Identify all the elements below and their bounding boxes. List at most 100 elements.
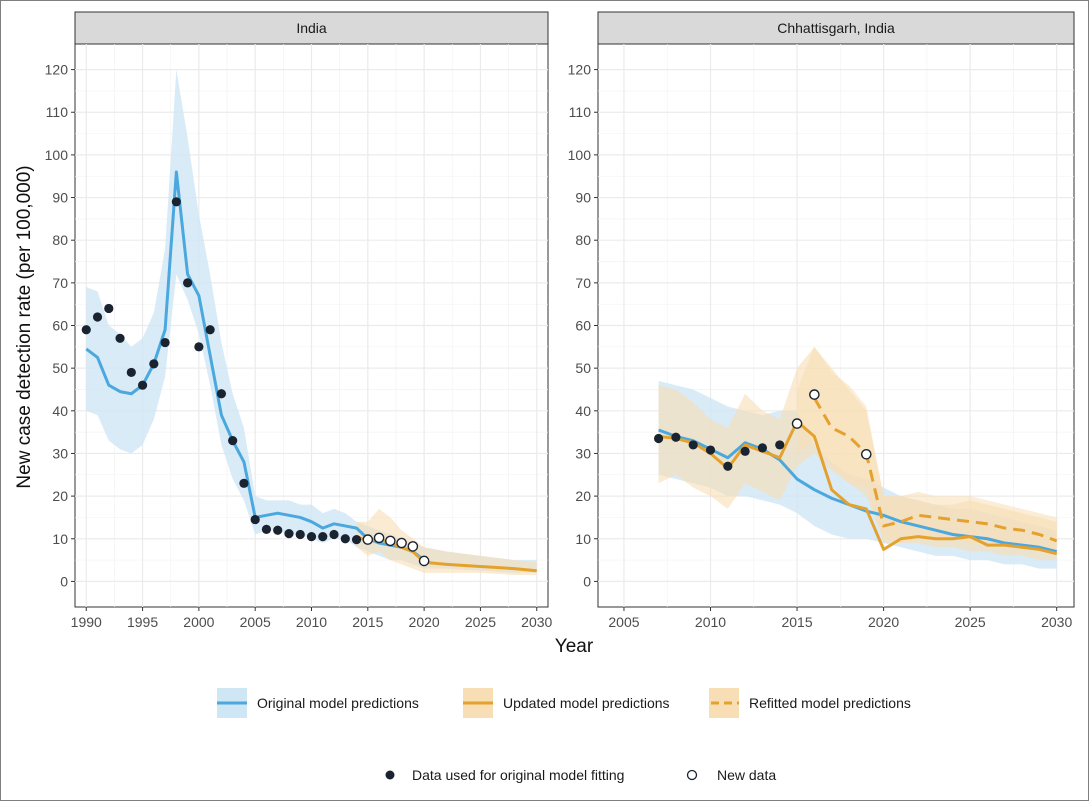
refitted-prediction-line: [813, 397, 1058, 543]
x-tick-label: 2010: [296, 614, 327, 630]
new-data-point: [407, 541, 419, 552]
new-data-point: [385, 535, 396, 547]
panel-title: Chhattisgarh, India: [777, 20, 895, 36]
y-tick-label: 40: [52, 403, 68, 419]
legend-fitted-point: [385, 770, 395, 780]
fitted-data-point: [194, 342, 204, 352]
new-data-point: [791, 418, 803, 429]
x-tick-label: 2020: [868, 614, 899, 630]
y-tick-label: 120: [568, 62, 592, 78]
fitted-data-point: [250, 514, 260, 525]
x-tick-label: 2025: [465, 614, 496, 630]
legend-refitted-label: Refitted model predictions: [749, 695, 911, 711]
fitted-data-point: [284, 529, 294, 539]
marks: [81, 69, 537, 576]
fitted-data-point: [92, 312, 103, 322]
y-tick-label: 0: [60, 573, 68, 589]
refitted-prediction-band: [797, 346, 1057, 556]
fitted-data-point: [351, 535, 362, 545]
y-tick-label: 110: [46, 104, 69, 120]
y-tick-label: 70: [575, 275, 591, 291]
panel-title: India: [296, 20, 327, 36]
legend-updated: Updated model predictions: [463, 688, 670, 718]
y-tick-label: 50: [575, 360, 591, 376]
panel-header: [74, 11, 549, 45]
y-axis-title: New case detection rate (per 100,000): [14, 165, 35, 488]
fitted-data-point: [228, 436, 238, 446]
y-tick-labels: 0 10 20 30 40 50 60 70 80 90 100 110 120: [568, 62, 598, 589]
fitted-data-point: [340, 534, 350, 544]
x-tick-labels: 2005 2010 2015 2020 2025 2030: [608, 607, 1072, 630]
legend-new-label: New data: [717, 767, 776, 783]
x-tick-label: 2010: [695, 614, 726, 630]
x-tick-label: 2000: [183, 614, 214, 630]
x-tick-label: 2005: [240, 614, 271, 630]
y-tick-label: 90: [52, 190, 68, 206]
fitted-data-point: [137, 380, 148, 390]
fitted-data-point: [688, 440, 698, 450]
fitted-data-point: [705, 445, 716, 455]
x-tick-label: 2015: [781, 614, 812, 630]
x-tick-label: 1990: [71, 614, 102, 630]
fitted-data-point: [115, 333, 125, 343]
y-tick-label: 110: [569, 104, 592, 120]
legend-original-label: Original model predictions: [257, 695, 419, 711]
x-tick-label: 1995: [127, 614, 158, 630]
fitted-data-point: [757, 443, 768, 453]
x-tick-label: 2025: [955, 614, 986, 630]
y-tick-label: 20: [52, 488, 68, 504]
y-tick-label: 90: [575, 190, 591, 206]
legend-original: Original model predictions: [217, 688, 419, 718]
fitted-data-point: [171, 197, 181, 207]
y-tick-label: 70: [52, 275, 68, 291]
marks: [653, 346, 1058, 569]
fitted-data-point: [653, 433, 664, 444]
legend-updated-label: Updated model predictions: [503, 695, 670, 711]
new-data-point: [418, 555, 430, 567]
y-tick-label: 60: [52, 318, 68, 334]
x-tick-label: 2030: [1041, 614, 1072, 630]
fitted-data-point: [104, 303, 114, 314]
x-tick-labels: 1990 1995 2000 2005 2010 2015 2020 2025 2030: [71, 607, 553, 630]
y-tick-label: 120: [45, 62, 69, 78]
fitted-data-point: [239, 478, 249, 488]
panel-header: [597, 11, 1075, 45]
new-data-point: [809, 389, 820, 400]
fitted-data-point: [775, 440, 785, 450]
fitted-data-point: [740, 446, 750, 456]
y-tick-label: 10: [52, 531, 68, 547]
x-tick-label: 2015: [352, 614, 383, 630]
legend-refitted: Refitted model predictions: [709, 688, 911, 718]
panel-chhattisgarh: Chhattisgarh, India 01020304050607080901…: [568, 11, 1075, 630]
fitted-data-point: [295, 529, 305, 540]
fitted-data-point: [306, 532, 317, 542]
fitted-data-point: [81, 325, 91, 335]
updated-prediction-band: [356, 508, 537, 576]
y-tick-label: 30: [52, 445, 68, 461]
y-tick-label: 80: [575, 232, 591, 248]
y-tick-label: 30: [575, 445, 591, 461]
fitted-data-point: [723, 461, 733, 471]
y-tick-labels: 0 10 20 30 40 50 60 70 80 90 100 110 120: [45, 62, 75, 589]
y-tick-label: 50: [52, 360, 68, 376]
x-tick-label: 2005: [608, 614, 639, 630]
new-data-point: [396, 537, 407, 549]
x-tick-label: 2030: [521, 614, 552, 630]
fitted-data-point: [671, 432, 681, 442]
fitted-data-point: [261, 524, 272, 534]
y-tick-label: 0: [583, 573, 591, 589]
fitted-data-point: [329, 529, 339, 540]
fitted-data-point: [160, 337, 170, 348]
fitted-data-point: [149, 359, 159, 369]
x-axis-title: Year: [555, 636, 594, 657]
fitted-data-point: [216, 389, 227, 399]
fitted-data-point: [183, 278, 193, 288]
y-tick-label: 80: [52, 232, 68, 248]
legend-fitted-label: Data used for original model fitting: [412, 767, 624, 783]
y-tick-label: 60: [575, 318, 591, 334]
y-tick-label: 100: [45, 147, 69, 163]
legend-new-point: [686, 769, 698, 781]
y-tick-label: 40: [575, 403, 591, 419]
